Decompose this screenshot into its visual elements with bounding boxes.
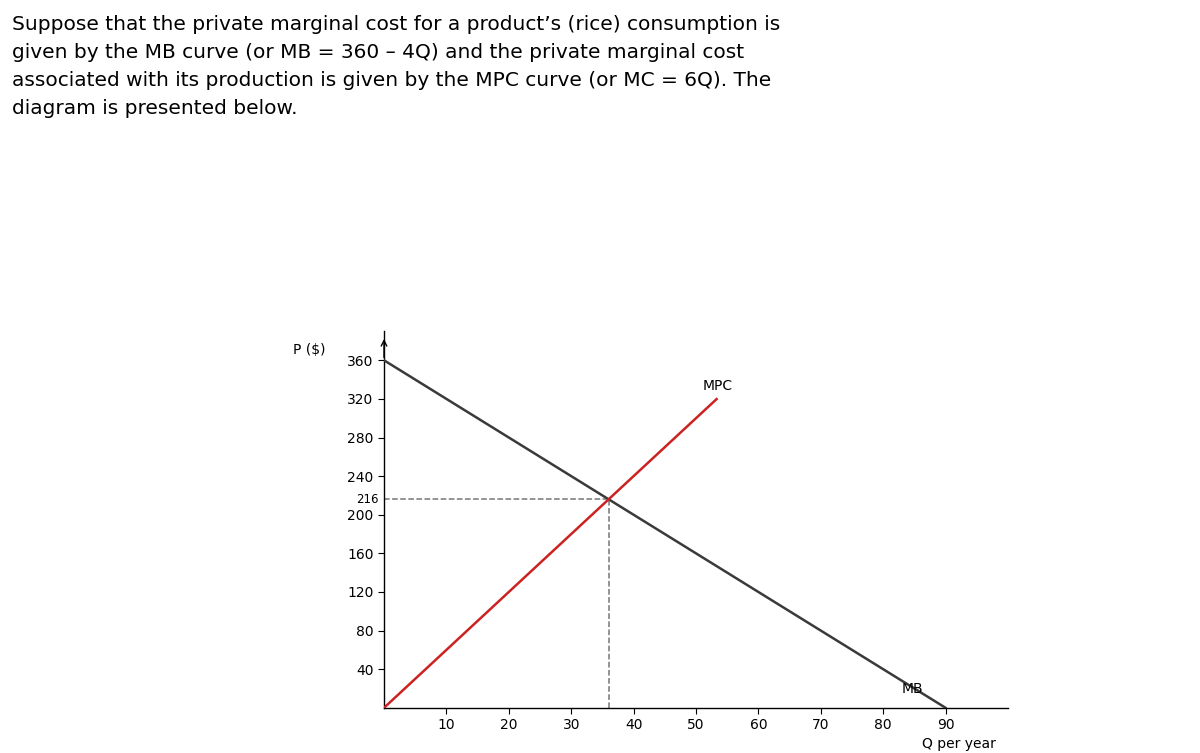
Text: Q per year: Q per year — [922, 736, 996, 751]
Text: MB: MB — [902, 682, 924, 697]
Text: 216: 216 — [356, 492, 378, 506]
Text: MPC: MPC — [702, 379, 732, 393]
Text: Suppose that the private marginal cost for a product’s (rice) consumption is
giv: Suppose that the private marginal cost f… — [12, 15, 780, 118]
Text: P ($): P ($) — [293, 343, 325, 357]
